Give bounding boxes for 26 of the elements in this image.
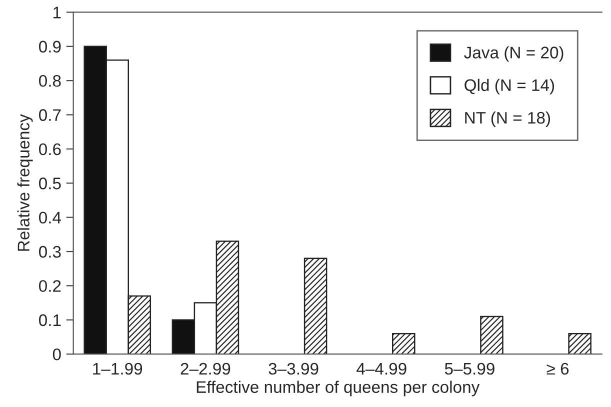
y-tick-label: 0.4: [39, 212, 62, 224]
x-tick-label: 2–2.99: [180, 362, 230, 375]
bar: [480, 316, 504, 354]
y-tick-label: 1: [54, 6, 61, 18]
x-tick-label: 5–5.99: [444, 362, 494, 375]
y-tick-label: 0: [52, 348, 61, 360]
x-tick-label: 3–3.99: [268, 362, 318, 375]
y-tick-label: 0.2: [39, 280, 61, 292]
bar: [568, 332, 592, 354]
x-tick-label: 1–1.99: [93, 362, 142, 375]
y-tick-label: 0.7: [39, 109, 61, 121]
y-tick-label: 0.1: [39, 314, 61, 326]
legend-label: Java (N = 20): [464, 46, 564, 62]
y-tick-label: 0.6: [39, 143, 61, 156]
x-tick-label: 4–4.99: [356, 362, 406, 375]
y-tick-label: 0.8: [39, 74, 61, 87]
bar: [304, 258, 328, 354]
x-tick-label: ≥ 6: [546, 362, 569, 375]
legend-label: NT (N = 18): [465, 111, 550, 127]
y-tick-label: 0.5: [39, 178, 61, 190]
y-tick-label: 0.3: [39, 246, 61, 258]
y-axis-title: Relative frequency: [17, 114, 33, 251]
bar: [392, 332, 416, 354]
legend-label: Qld (N = 14): [464, 78, 554, 94]
y-tick-label: 0.9: [39, 40, 61, 53]
x-axis-title: Effective number of queens per colony: [196, 380, 480, 396]
